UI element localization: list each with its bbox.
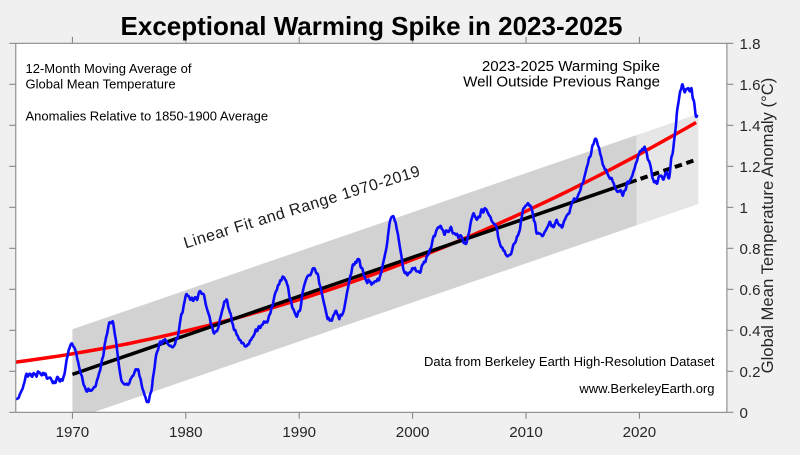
- svg-text:0: 0: [740, 405, 748, 422]
- svg-text:1980: 1980: [169, 424, 203, 441]
- svg-text:www.BerkeleyEarth.org: www.BerkeleyEarth.org: [578, 381, 714, 396]
- svg-text:2020: 2020: [623, 424, 657, 441]
- svg-text:1.8: 1.8: [740, 36, 761, 53]
- svg-text:2023-2025 Warming Spike: 2023-2025 Warming Spike: [482, 58, 660, 75]
- svg-text:0.2: 0.2: [740, 364, 761, 381]
- svg-text:1.2: 1.2: [740, 159, 761, 176]
- svg-text:0.8: 0.8: [740, 241, 761, 258]
- svg-text:1970: 1970: [56, 424, 90, 441]
- svg-text:Global Mean Temperature Ano: Global Mean Temperature Anomaly (°C): [758, 78, 777, 374]
- svg-text:2000: 2000: [396, 424, 430, 441]
- svg-text:12-Month Moving Average of: 12-Month Moving Average of: [26, 61, 192, 76]
- svg-text:0.6: 0.6: [740, 282, 761, 299]
- svg-text:1: 1: [740, 200, 748, 217]
- svg-text:0.4: 0.4: [740, 323, 761, 340]
- svg-text:Global Mean Temperature: Global Mean Temperature: [26, 77, 176, 92]
- svg-text:Well Outside Previous Range: Well Outside Previous Range: [463, 74, 660, 91]
- svg-text:Data from Berkeley Earth High-: Data from Berkeley Earth High-Resolution…: [424, 354, 715, 369]
- svg-text:1.4: 1.4: [740, 118, 761, 135]
- svg-text:1.6: 1.6: [740, 77, 761, 94]
- svg-text:Exceptional Warming Spike in 2: Exceptional Warming Spike in 2023-2025: [121, 11, 623, 41]
- svg-text:2010: 2010: [509, 424, 543, 441]
- svg-text:1990: 1990: [282, 424, 316, 441]
- svg-text:Anomalies Relative to 1850-190: Anomalies Relative to 1850-1900 Average: [26, 108, 269, 123]
